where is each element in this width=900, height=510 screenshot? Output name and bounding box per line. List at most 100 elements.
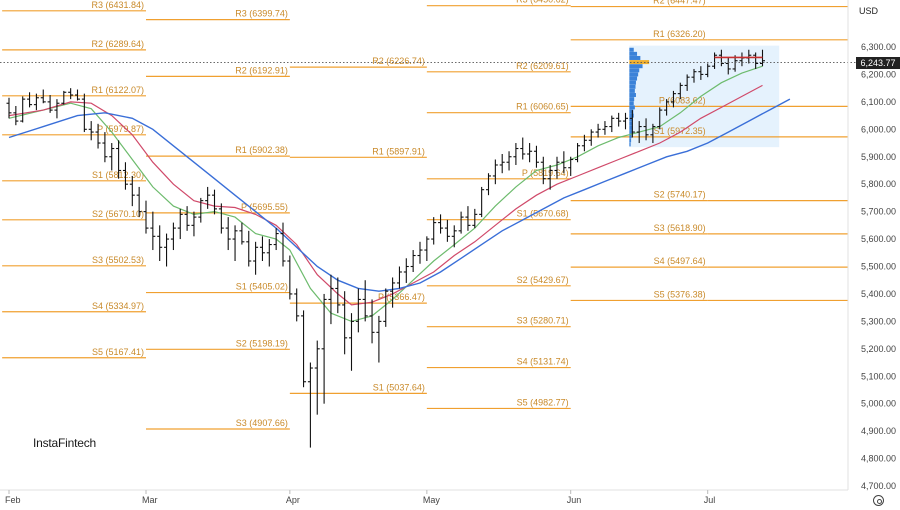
pivot-label-r2: R2 (6289.64) — [91, 39, 144, 49]
candle — [20, 96, 26, 123]
month-label: Mar — [142, 495, 158, 505]
candle — [198, 197, 204, 223]
volume-profile-bar — [629, 117, 633, 122]
candle — [342, 291, 348, 355]
currency-selector[interactable]: USD — [858, 6, 878, 16]
price-tick-label: 4,800.00 — [861, 454, 896, 464]
pivot-label-s2: S2 (5740.17) — [654, 190, 706, 200]
price-tick-label: 5,400.00 — [861, 289, 896, 299]
candle — [136, 186, 142, 218]
candle — [602, 121, 608, 135]
pivot-label-s2: S2 (5198.19) — [236, 338, 288, 348]
candle — [390, 277, 396, 308]
price-overlays — [0, 56, 856, 63]
price-tick-label: 6,100.00 — [861, 97, 896, 107]
candle — [547, 164, 553, 190]
candle — [301, 310, 307, 388]
pivot-label-s3: S3 (5502.53) — [92, 255, 144, 265]
volume-profile-bar — [629, 138, 632, 143]
candle — [95, 123, 101, 149]
volume-profile-bar — [629, 47, 634, 52]
candle — [170, 222, 176, 251]
pivot-label-r3: R3 (6450.62) — [516, 0, 569, 5]
candle — [691, 68, 697, 83]
candle — [753, 52, 759, 69]
candle — [588, 129, 594, 146]
candle — [225, 217, 231, 251]
candle — [575, 143, 581, 163]
candle — [499, 154, 505, 174]
volume-profile-bar — [629, 76, 638, 81]
pivot-label-r1: R1 (6326.20) — [653, 29, 706, 39]
pivot-label-r2: R2 (6226.74) — [372, 56, 425, 66]
pivot-label-s1: S1 (5037.64) — [373, 382, 425, 392]
volume-profile-bar — [629, 130, 632, 135]
pivot-label-s5: S5 (5376.38) — [654, 289, 706, 299]
candle — [513, 143, 519, 165]
candle — [266, 239, 272, 267]
last-price-tag: 6,243.77 — [856, 57, 900, 69]
pivot-label-s2: S2 (5670.10) — [92, 209, 144, 219]
candle — [68, 88, 74, 100]
candle — [479, 186, 485, 218]
candle — [6, 97, 12, 119]
candles — [6, 49, 765, 448]
candle — [417, 241, 423, 264]
candle — [670, 90, 676, 108]
candle — [657, 107, 663, 130]
candle — [520, 137, 526, 160]
candle — [259, 236, 265, 262]
candle — [636, 121, 642, 144]
candle — [54, 99, 60, 119]
pivot-label-p: P (5979.87) — [97, 124, 144, 134]
candle — [218, 203, 224, 234]
volume-profile-bar — [629, 84, 636, 89]
candle — [465, 206, 471, 231]
price-axis[interactable]: 6,300.00 6,200.00 6,100.00 6,000.00 5,900.00… — [847, 0, 896, 491]
pivot-label-s5: S5 (5167.41) — [92, 347, 144, 357]
pivot-label-r3: R3 (6399.74) — [235, 9, 288, 19]
volume-profile-bar — [629, 97, 635, 102]
volume-profile-bar — [629, 60, 650, 65]
candle — [533, 145, 539, 168]
pivot-label-r1: R1 (5897.91) — [372, 146, 425, 156]
settings-icon[interactable] — [873, 495, 884, 506]
candle — [239, 222, 245, 245]
candle — [273, 228, 279, 251]
candle — [458, 211, 464, 234]
candle — [540, 156, 546, 185]
volume-profile — [629, 47, 650, 147]
candle — [561, 151, 567, 174]
candle — [205, 186, 211, 209]
price-tick-label: 5,900.00 — [861, 152, 896, 162]
candle — [568, 156, 574, 176]
price-tick-label: 5,600.00 — [861, 234, 896, 244]
candle — [629, 110, 635, 138]
candle — [157, 225, 163, 262]
price-tick-label: 4,900.00 — [861, 426, 896, 436]
pivot-label-r1: R1 (6060.65) — [516, 102, 569, 112]
pivot-label-r1: R1 (6122.07) — [91, 85, 144, 95]
candle — [369, 299, 375, 344]
candle — [184, 206, 190, 231]
pivot-label-r1: R1 (5902.38) — [235, 145, 288, 155]
candle — [712, 52, 718, 69]
candle — [81, 93, 87, 133]
candle — [232, 225, 238, 262]
candle — [47, 95, 53, 113]
candle — [684, 74, 690, 91]
candle — [349, 313, 354, 371]
candle — [506, 151, 512, 171]
volume-profile-bar — [629, 134, 632, 139]
candle — [27, 92, 33, 108]
time-axis[interactable]: Feb Mar Apr May Jun Jul — [0, 489, 848, 505]
volume-profile-bar — [629, 72, 639, 77]
candle — [177, 208, 183, 240]
month-label: Jun — [567, 495, 582, 505]
candle — [609, 115, 615, 133]
candle — [143, 200, 149, 234]
pivot-label-r2: R2 (6192.91) — [235, 65, 288, 75]
candle — [725, 57, 731, 75]
candle — [403, 258, 409, 283]
